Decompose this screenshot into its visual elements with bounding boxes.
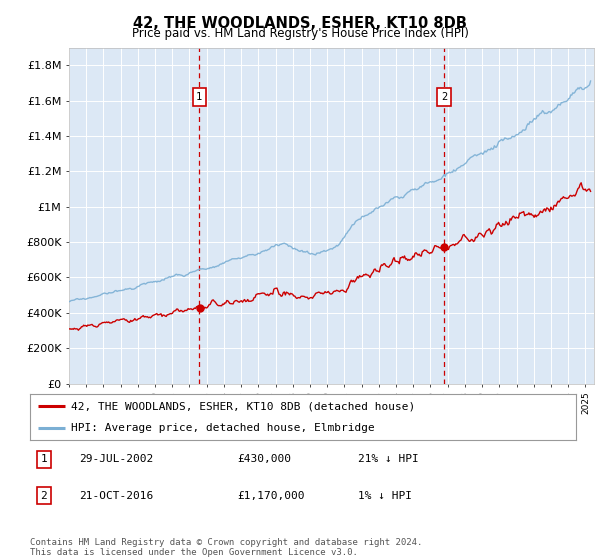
Text: HPI: Average price, detached house, Elmbridge: HPI: Average price, detached house, Elmb… xyxy=(71,423,374,433)
Text: 1% ↓ HPI: 1% ↓ HPI xyxy=(358,491,412,501)
Text: £1,170,000: £1,170,000 xyxy=(238,491,305,501)
Text: Price paid vs. HM Land Registry's House Price Index (HPI): Price paid vs. HM Land Registry's House … xyxy=(131,27,469,40)
Text: 2: 2 xyxy=(441,92,448,102)
Text: Contains HM Land Registry data © Crown copyright and database right 2024.
This d: Contains HM Land Registry data © Crown c… xyxy=(30,538,422,557)
Text: £430,000: £430,000 xyxy=(238,454,292,464)
Text: 21-OCT-2016: 21-OCT-2016 xyxy=(79,491,154,501)
Text: 2: 2 xyxy=(40,491,47,501)
Text: 42, THE WOODLANDS, ESHER, KT10 8DB: 42, THE WOODLANDS, ESHER, KT10 8DB xyxy=(133,16,467,31)
Text: 1: 1 xyxy=(40,454,47,464)
Text: 42, THE WOODLANDS, ESHER, KT10 8DB (detached house): 42, THE WOODLANDS, ESHER, KT10 8DB (deta… xyxy=(71,401,415,411)
Text: 1: 1 xyxy=(196,92,202,102)
Text: 21% ↓ HPI: 21% ↓ HPI xyxy=(358,454,418,464)
Text: 29-JUL-2002: 29-JUL-2002 xyxy=(79,454,154,464)
